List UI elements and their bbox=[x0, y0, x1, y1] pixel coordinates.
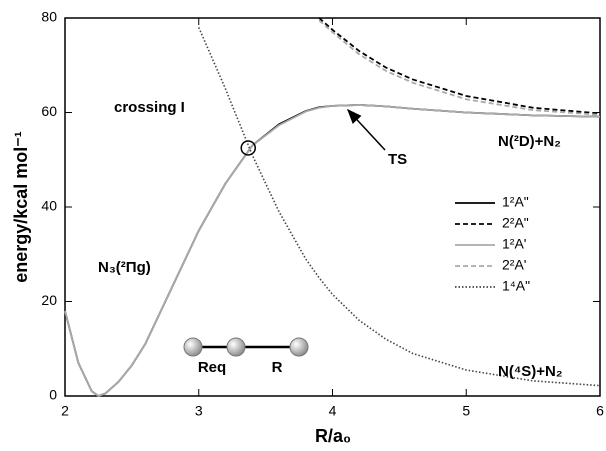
y-tick-label: 80 bbox=[41, 9, 57, 25]
diagram-label: Req bbox=[198, 359, 226, 376]
legend-label: 2²A' bbox=[502, 257, 526, 273]
annotation: N(²D)+N₂ bbox=[498, 133, 561, 150]
y-tick-label: 60 bbox=[41, 103, 57, 119]
y-axis-label: energy/kcal mol⁻¹ bbox=[11, 131, 31, 283]
y-tick-label: 20 bbox=[41, 292, 57, 308]
molecule-diagram bbox=[183, 337, 309, 357]
series-line bbox=[318, 19, 601, 116]
y-tick-label: 40 bbox=[41, 198, 57, 214]
annotation: TS bbox=[388, 151, 407, 168]
ts-arrow bbox=[346, 108, 386, 151]
x-tick-label: 5 bbox=[462, 403, 470, 419]
annotation: N(⁴S)+N₂ bbox=[498, 363, 563, 380]
crossing-marker bbox=[240, 140, 256, 156]
series-line bbox=[64, 104, 601, 397]
atom bbox=[289, 337, 309, 357]
diagram-label: R bbox=[272, 359, 283, 376]
series-line bbox=[318, 17, 601, 115]
x-tick-label: 3 bbox=[195, 403, 203, 419]
x-axis-label: R/a₀ bbox=[315, 426, 351, 446]
x-tick-label: 6 bbox=[596, 403, 604, 419]
annotation: crossing I bbox=[114, 99, 185, 116]
legend-label: 2²A" bbox=[502, 215, 529, 231]
atom bbox=[183, 337, 203, 357]
series-line bbox=[198, 27, 601, 387]
legend-label: 1²A' bbox=[502, 236, 526, 252]
annotation: N₃(²Πg) bbox=[98, 259, 151, 276]
atom bbox=[226, 337, 246, 357]
legend-label: 1²A" bbox=[502, 194, 529, 210]
x-tick-label: 2 bbox=[61, 403, 69, 419]
y-tick-label: 0 bbox=[49, 387, 57, 403]
legend-label: 1⁴A" bbox=[502, 278, 530, 294]
x-tick-label: 4 bbox=[329, 403, 337, 419]
